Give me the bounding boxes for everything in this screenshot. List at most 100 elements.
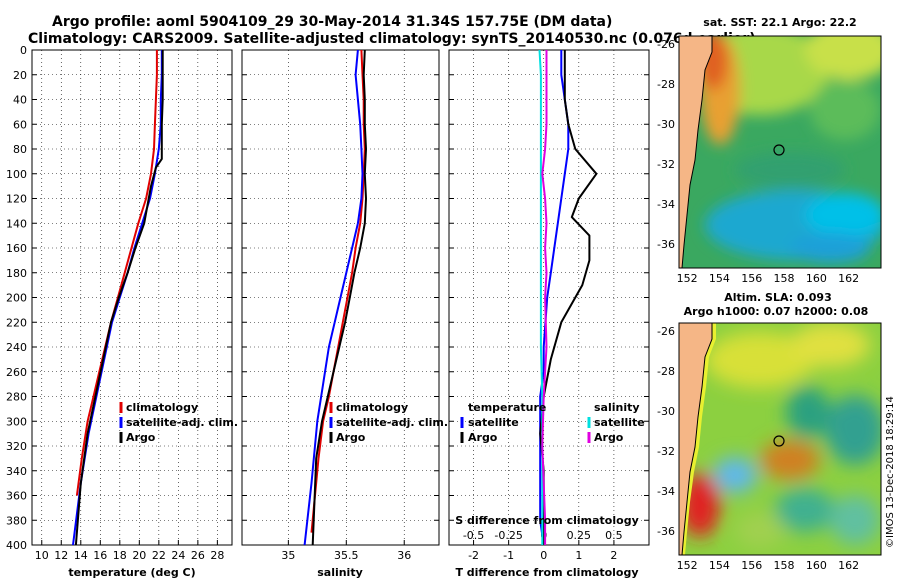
depth-tick-label: 100: [6, 168, 27, 181]
legend-sat: satellite-adj. clim.: [336, 416, 448, 429]
sst-map-frame: [678, 35, 882, 269]
difference-xlabel: T difference from climatology: [455, 566, 638, 579]
temperature-xtick-label: 10: [35, 549, 49, 562]
sla-map-xtick-label: 158: [774, 559, 795, 572]
difference-series-group: [538, 50, 598, 545]
depth-tick-label: 260: [6, 366, 27, 379]
difference-xtick2-label: -0.5: [463, 529, 484, 542]
salinity-xtick-label: 35: [281, 549, 295, 562]
sst-mid: [735, 152, 845, 188]
salinity-legend: climatology satellite-adj. clim. Argo: [329, 401, 448, 444]
sla-map-title: Altim. SLA: 0.093: [724, 291, 831, 304]
sst-mid-east: [810, 80, 880, 140]
sst-cold-s2: [790, 233, 870, 263]
salinity-xlabel: salinity: [317, 566, 363, 579]
sla-map-xtick-label: 156: [741, 559, 762, 572]
sla-map-ytick-label: -30: [657, 405, 675, 418]
depth-tick-label: 320: [6, 440, 27, 453]
depth-tick-label: 280: [6, 391, 27, 404]
sst-map-xtick-label: 156: [741, 272, 762, 285]
difference-xtick-label: -1: [503, 549, 514, 562]
salinity-xtick-label: 36: [397, 549, 411, 562]
temperature-xtick-label: 26: [191, 549, 205, 562]
temperature-xtick-label: 16: [93, 549, 107, 562]
salinity-xtick-label: 35.5: [334, 549, 359, 562]
legend-salinity-title: salinity: [594, 401, 640, 414]
depth-tick-label: 60: [13, 118, 27, 131]
sst-map-ytick-label: -28: [657, 78, 675, 91]
depth-tick-label: 300: [6, 415, 27, 428]
sst-map-xtick-label: 160: [806, 272, 827, 285]
depth-tick-label: 40: [13, 94, 27, 107]
salinity-series-climatology: [310, 50, 366, 533]
difference-series-t-argo: [539, 50, 598, 545]
depth-tick-label: 220: [6, 316, 27, 329]
sla-mid-south: [735, 512, 785, 548]
sst-map-xtick-label: 158: [774, 272, 795, 285]
temperature-xtick-label: 20: [132, 549, 146, 562]
watermark: ©IMOS 13-Dec-2018 18:29:14: [885, 396, 896, 548]
sst-map-xtick-label: 154: [709, 272, 730, 285]
sst-map-ytick-label: -36: [657, 238, 675, 251]
sst-map-ytick-label: -34: [657, 198, 675, 211]
difference-series-s-argo: [541, 50, 548, 545]
depth-tick-label: 340: [6, 465, 27, 478]
difference-legend-salinity: salinity satellite Argo: [587, 401, 645, 444]
sla-low-west: [713, 457, 757, 493]
legend-clim: climatology: [336, 401, 408, 414]
difference-xtick2-label: 0.5: [605, 529, 623, 542]
depth-tick-label: 120: [6, 193, 27, 206]
temperature-xtick-label: 28: [210, 549, 224, 562]
sst-map-ytick-label: -26: [657, 38, 675, 51]
sla-low-mid: [786, 386, 830, 438]
depth-tick-label: 180: [6, 267, 27, 280]
sst-cold-se: [805, 193, 881, 237]
salinity-series-argo: [311, 50, 367, 545]
sst-map-field: [679, 36, 881, 268]
salinity-series-satellite-adj-clim-: [303, 50, 364, 545]
difference-legend-temperature: temperature satellite Argo: [460, 401, 546, 444]
depth-tick-label: 240: [6, 341, 27, 354]
sla-high-1: [705, 332, 815, 388]
tick-layer: 10 12 14 16 18 20 22 24 26 28 35 35.5 36 -2 -1 0 1 202040…: [6, 38, 859, 572]
legend-s-argo: Argo: [594, 431, 624, 444]
depth-tick-label: 80: [13, 143, 27, 156]
depth-tick-label: 360: [6, 490, 27, 503]
difference-xlabel2: S difference from climatology: [455, 514, 639, 527]
depth-tick-label: 200: [6, 292, 27, 305]
sla-map-ytick-label: -28: [657, 365, 675, 378]
sla-map-ytick-label: -34: [657, 485, 675, 498]
sst-map-xtick-label: 152: [677, 272, 698, 285]
temperature-xtick-label: 22: [152, 549, 166, 562]
legend-argo: Argo: [126, 431, 156, 444]
depth-tick-label: 380: [6, 514, 27, 527]
sla-high-2: [790, 323, 870, 367]
legend-clim: climatology: [126, 401, 198, 414]
temperature-series-group: [72, 50, 164, 545]
sla-low-se: [830, 495, 880, 545]
sst-map-ytick-label: -30: [657, 118, 675, 131]
sst-warm-ne: [805, 36, 881, 80]
depth-tick-label: 400: [6, 539, 27, 552]
sla-map-xtick-label: 152: [677, 559, 698, 572]
sla-map-xtick-label: 162: [838, 559, 859, 572]
sla-map-ytick-label: -36: [657, 525, 675, 538]
series-layer: [72, 50, 598, 545]
depth-tick-label: 20: [13, 69, 27, 82]
sla-coastal-strip: [682, 323, 716, 555]
depth-tick-label: 160: [6, 242, 27, 255]
difference-xtick-label: -2: [468, 549, 479, 562]
sla-low-east: [825, 395, 881, 465]
temperature-series-climatology: [75, 50, 158, 496]
sla-warm-mid: [760, 440, 820, 480]
legend-sat: satellite-adj. clim.: [126, 416, 238, 429]
depth-tick-label: 140: [6, 217, 27, 230]
sla-map-ytick-label: -26: [657, 325, 675, 338]
sla-argo-marker: [773, 435, 785, 447]
legend-t-sat: satellite: [468, 416, 519, 429]
sla-coastline: [681, 323, 713, 555]
sla-map-title2: Argo h1000: 0.07 h2000: 0.08: [684, 305, 869, 318]
temperature-xlabel: temperature (deg C): [68, 566, 195, 579]
sla-map-frame: [678, 322, 882, 556]
